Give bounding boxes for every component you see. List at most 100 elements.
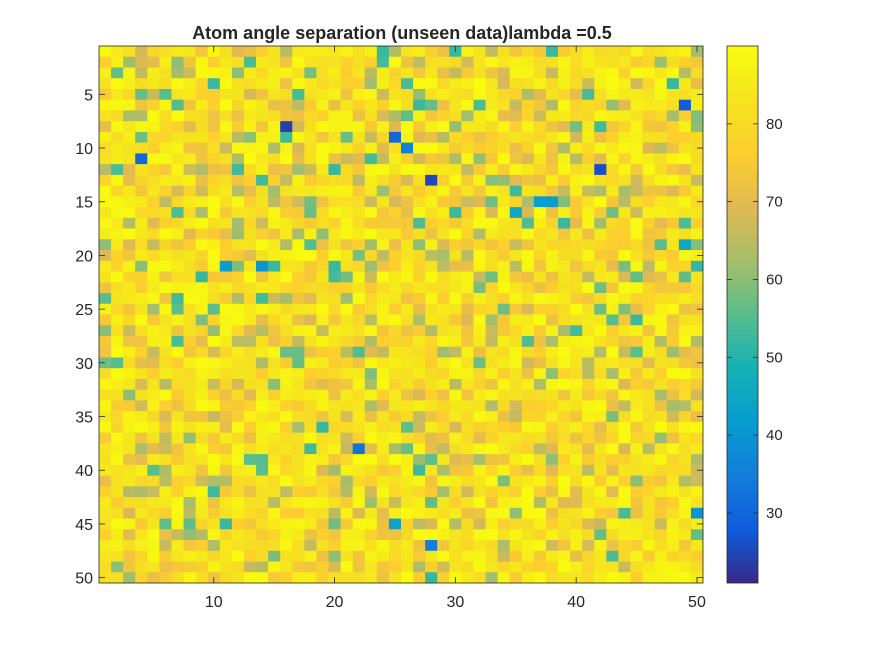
heatmap-cell [594,400,607,412]
heatmap-cell [328,131,341,144]
heatmap-cell [219,464,233,476]
heatmap-cell [256,378,269,391]
heatmap-cell [630,207,643,219]
heatmap-cell [401,78,414,90]
heatmap-cell [425,572,438,584]
heatmap-cell [642,250,656,262]
heatmap-cell [401,88,414,101]
heatmap-cell [364,121,378,133]
heatmap-cell [413,529,426,541]
heatmap-cell [630,293,643,305]
heatmap-cell [147,228,160,240]
heatmap-cell [304,185,317,197]
heatmap-cell [461,325,474,337]
heatmap-cell [545,142,559,154]
heatmap-cell [316,207,329,219]
heatmap-cell [533,507,547,519]
heatmap-cell [630,271,643,283]
heatmap-cell [195,271,209,283]
heatmap-cell [509,421,523,433]
heatmap-cell [340,325,354,337]
heatmap-cell [594,271,607,283]
heatmap-cell [207,185,221,197]
heatmap-cell [497,561,511,573]
heatmap-cell [606,78,619,90]
heatmap-cell [219,217,233,229]
heatmap-cell [690,475,704,487]
heatmap-cell [376,368,390,380]
heatmap-cell [654,99,668,111]
heatmap-cell [304,293,317,305]
heatmap-cell [533,529,547,541]
heatmap-cell [207,368,221,380]
heatmap-cell [171,464,184,476]
heatmap-cell [413,293,426,305]
heatmap-cell [207,110,221,122]
heatmap-cell [183,67,196,79]
heatmap-cell [388,260,402,272]
heatmap-cell [231,368,245,380]
heatmap-cell [630,443,643,455]
heatmap-cell [533,475,547,487]
heatmap-cell [678,271,692,283]
heatmap-cell [292,303,305,315]
heatmap-cell [545,110,559,122]
heatmap-cell [352,475,366,487]
heatmap-cell [558,507,571,519]
heatmap-cell [352,432,366,444]
heatmap-cell [618,550,631,562]
heatmap-cell [582,507,595,519]
heatmap-cell [183,217,196,229]
heatmap-cell [437,282,450,294]
heatmap-cell [606,88,619,101]
heatmap-cell [147,121,160,133]
heatmap-cell [509,196,523,208]
heatmap-cell [111,443,124,455]
heatmap-cell [328,99,341,111]
heatmap-cell [219,411,233,423]
heatmap-cell [183,228,196,240]
heatmap-cell [268,217,281,229]
heatmap-cell [316,497,329,509]
heatmap-cell [231,400,245,412]
heatmap-cell [666,572,680,584]
heatmap-cell [364,99,378,111]
heatmap-cell [594,378,607,391]
heatmap-cell [219,260,233,272]
heatmap-cell [304,475,317,487]
heatmap-cell [243,282,257,294]
heatmap-cell [618,99,631,111]
heatmap-cell [340,497,354,509]
heatmap-cell [111,250,124,262]
heatmap-cell [364,357,378,369]
heatmap-cell [618,185,631,197]
heatmap-cell [545,239,559,251]
heatmap-cell [533,540,547,552]
heatmap-cell [304,335,317,348]
heatmap-cell [304,400,317,412]
heatmap-cell [268,46,281,58]
heatmap-cell [195,142,209,154]
heatmap-cell [340,561,354,573]
heatmap-cell [231,250,245,262]
heatmap-cell [533,196,547,208]
heatmap-cell [509,540,523,552]
heatmap-cell [449,131,462,144]
heatmap-cell [558,121,571,133]
heatmap-cell [401,368,414,380]
heatmap-cell [545,357,559,369]
heatmap-cell [316,293,329,305]
heatmap-cell [630,67,643,79]
heatmap-cell [545,303,559,315]
heatmap-cell [159,174,172,186]
heatmap-cell [630,260,643,272]
heatmap-cell [485,293,498,305]
heatmap-cell [388,196,402,208]
heatmap-cell [545,432,559,444]
heatmap-cell [533,217,547,229]
heatmap-cell [666,131,680,144]
heatmap-cell [582,207,595,219]
heatmap-cell [280,561,293,573]
heatmap-cell [545,99,559,111]
heatmap-cell [425,561,438,573]
